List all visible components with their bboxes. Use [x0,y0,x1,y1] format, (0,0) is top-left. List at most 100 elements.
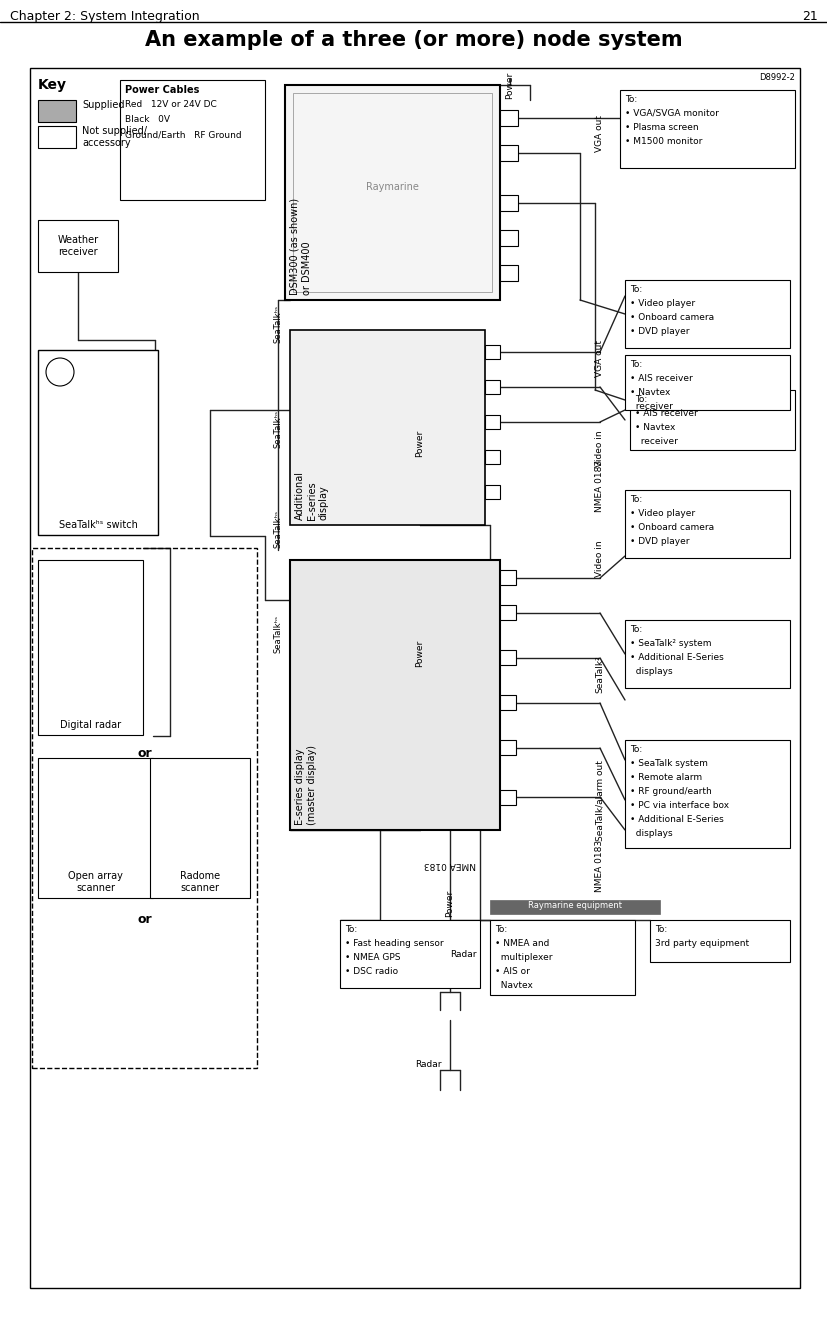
Text: • AIS receiver: • AIS receiver [629,374,692,383]
Text: Chapter 2: System Integration: Chapter 2: System Integration [10,11,199,23]
Text: • Video player: • Video player [629,298,695,308]
Bar [500,229,518,247]
Text: SeaTalkʰˢ: SeaTalkʰˢ [273,410,282,448]
Text: • Additional E-Series: • Additional E-Series [629,815,723,823]
Bar [293,93,491,292]
Text: • RF ground/earth: • RF ground/earth [629,788,711,796]
Text: • NMEA and: • NMEA and [495,939,548,948]
Text: • AIS or: • AIS or [495,967,529,976]
Bar [38,99,76,122]
Bar [500,695,515,709]
Text: Radome
scanner: Radome scanner [179,871,220,892]
Text: To:: To: [629,359,642,369]
Text: 21: 21 [801,11,817,23]
Bar [500,605,515,621]
Bar [38,560,143,735]
Text: displays: displays [629,667,672,676]
Bar [38,758,153,898]
Text: E-series display
(master display): E-series display (master display) [294,745,316,825]
Bar [485,485,500,499]
Text: • Remote alarm: • Remote alarm [629,773,701,782]
Bar [500,265,518,281]
Bar [485,345,500,359]
Text: Not supplied/
accessory: Not supplied/ accessory [82,126,147,147]
Bar [150,758,250,898]
Bar [490,900,659,914]
Text: Power Cables: Power Cables [125,85,199,95]
Bar [624,740,789,849]
Text: • Fast heading sensor: • Fast heading sensor [345,939,443,948]
Bar [500,790,515,805]
Bar [500,145,518,160]
Text: • Video player: • Video player [629,509,695,518]
Text: SeaTalkʰˢ: SeaTalkʰˢ [273,615,282,654]
Bar [619,90,794,168]
Bar [38,220,118,272]
Text: Video in: Video in [595,430,604,467]
Text: Raymarine: Raymarine [366,183,418,192]
Text: Additional
E-series
display: Additional E-series display [294,471,327,520]
Text: NMEA 0183: NMEA 0183 [423,861,476,869]
Text: Power: Power [505,72,514,99]
Text: or: or [137,747,151,760]
Text: To:: To: [629,625,642,634]
Text: receiver: receiver [634,438,677,446]
Bar [485,381,500,394]
Text: SeaTalkʰˢ: SeaTalkʰˢ [273,511,282,548]
Text: VGA out: VGA out [595,339,604,377]
Text: • M1500 monitor: • M1500 monitor [624,137,701,146]
Text: SeaTalkʰˢ: SeaTalkʰˢ [273,305,282,343]
Text: Black   0V: Black 0V [125,115,170,125]
Bar [120,80,265,200]
Text: Power: Power [415,430,424,457]
Text: Open array
scanner: Open array scanner [68,871,122,892]
Text: To:: To: [624,95,637,103]
Text: To:: To: [495,926,507,934]
Bar [500,650,515,666]
Bar [624,491,789,558]
Text: Supplied: Supplied [82,99,124,110]
Text: • Onboard camera: • Onboard camera [629,313,713,322]
Text: VGA out: VGA out [595,115,604,152]
Text: receiver: receiver [629,402,672,411]
Bar [649,920,789,961]
Text: SeaTalkʰˢ switch: SeaTalkʰˢ switch [59,520,137,530]
Text: An example of a three (or more) node system: An example of a three (or more) node sys… [145,30,682,50]
Text: • Plasma screen: • Plasma screen [624,123,698,133]
Text: Radar: Radar [414,1059,441,1069]
Text: • DVD player: • DVD player [629,328,689,335]
Bar [490,920,634,994]
Text: • DVD player: • DVD player [629,537,689,546]
Bar [624,280,789,347]
Text: • Onboard camera: • Onboard camera [629,522,713,532]
Bar [38,350,158,534]
Bar [624,355,789,410]
Bar [500,570,515,585]
Text: • DSC radio: • DSC radio [345,967,398,976]
Bar [500,740,515,754]
Text: Raymarine equipment: Raymarine equipment [528,900,621,910]
Text: • SeaTalk² system: • SeaTalk² system [629,639,710,648]
Text: • Additional E-Series: • Additional E-Series [629,652,723,662]
Text: NMEA 0183: NMEA 0183 [595,839,604,892]
Text: Ground/Earth   RF Ground: Ground/Earth RF Ground [125,130,241,139]
Text: or: or [137,914,151,926]
Text: displays: displays [629,829,672,838]
Bar [485,415,500,430]
Bar [485,450,500,464]
Text: multiplexer: multiplexer [495,953,552,961]
Text: Radar: Radar [449,949,476,959]
Text: To:: To: [629,285,642,294]
Text: D8992-2: D8992-2 [758,73,794,82]
Text: SeaTalk²: SeaTalk² [595,655,604,692]
Text: To:: To: [629,495,642,504]
Text: To:: To: [654,926,667,934]
Bar [500,110,518,126]
Bar [500,195,518,211]
Bar [284,85,500,300]
Bar [340,920,480,988]
Text: SeaTalk/alarm out: SeaTalk/alarm out [595,760,604,841]
Bar [38,126,76,149]
Text: NMEA 0183: NMEA 0183 [595,460,604,512]
Bar [624,621,789,688]
